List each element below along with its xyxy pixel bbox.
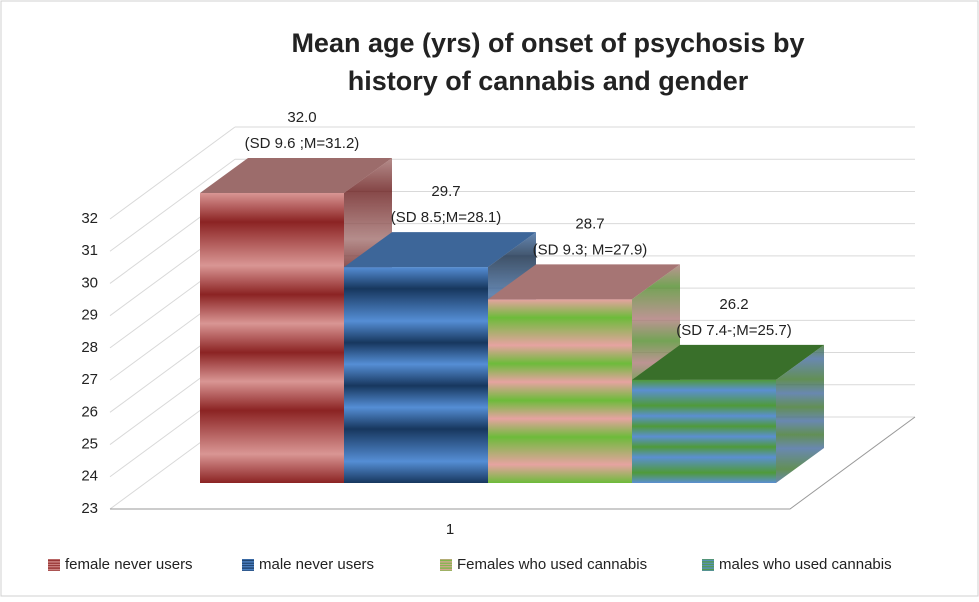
y-tick-label: 30 [81, 274, 98, 291]
bar-front [200, 193, 344, 483]
bar-front [344, 267, 488, 483]
bar-top [200, 158, 392, 193]
bar-top [488, 264, 680, 300]
legend-swatch [702, 559, 714, 571]
y-tick-label: 24 [81, 468, 98, 485]
y-tick-label: 25 [81, 436, 98, 453]
y-tick-label: 28 [81, 339, 98, 356]
y-tick-label: 29 [81, 307, 98, 324]
value-note: (SD 7.4-;M=25.7) [676, 322, 791, 339]
legend-label: female never users [65, 556, 193, 573]
bar-top [632, 344, 824, 380]
grid-line [109, 158, 236, 252]
floor [110, 416, 916, 510]
y-tick-label: 26 [81, 403, 98, 420]
legend-swatch [440, 559, 452, 571]
value-label: 32.0 [287, 109, 316, 126]
value-label: 29.7 [431, 183, 460, 200]
value-note: (SD 9.3; M=27.9) [533, 241, 648, 258]
grid-line [109, 126, 236, 220]
legend-swatch [48, 559, 60, 571]
x-tick-label: 1 [446, 521, 454, 538]
value-note: (SD 9.6 ;M=31.2) [245, 135, 360, 152]
bar-side-shade [776, 344, 824, 483]
y-tick-label: 32 [81, 210, 98, 227]
value-note: (SD 8.5;M=28.1) [391, 209, 501, 226]
y-tick-label: 27 [81, 371, 98, 388]
chart-title: Mean age (yrs) of onset of psychosis by [291, 28, 804, 58]
bar-front [632, 379, 776, 483]
bar-front [488, 299, 632, 483]
y-tick-label: 23 [81, 500, 98, 517]
legend-swatch [242, 559, 254, 571]
y-tick-label: 31 [81, 242, 98, 259]
legend-label: male never users [259, 556, 374, 573]
bar-top [344, 232, 536, 268]
value-label: 26.2 [719, 296, 748, 313]
legend-label: Females who used cannabis [457, 556, 647, 573]
value-label: 28.7 [575, 215, 604, 232]
bar-side [776, 344, 824, 483]
chart-title: history of cannabis and gender [348, 66, 749, 96]
legend-label: males who used cannabis [719, 556, 892, 573]
